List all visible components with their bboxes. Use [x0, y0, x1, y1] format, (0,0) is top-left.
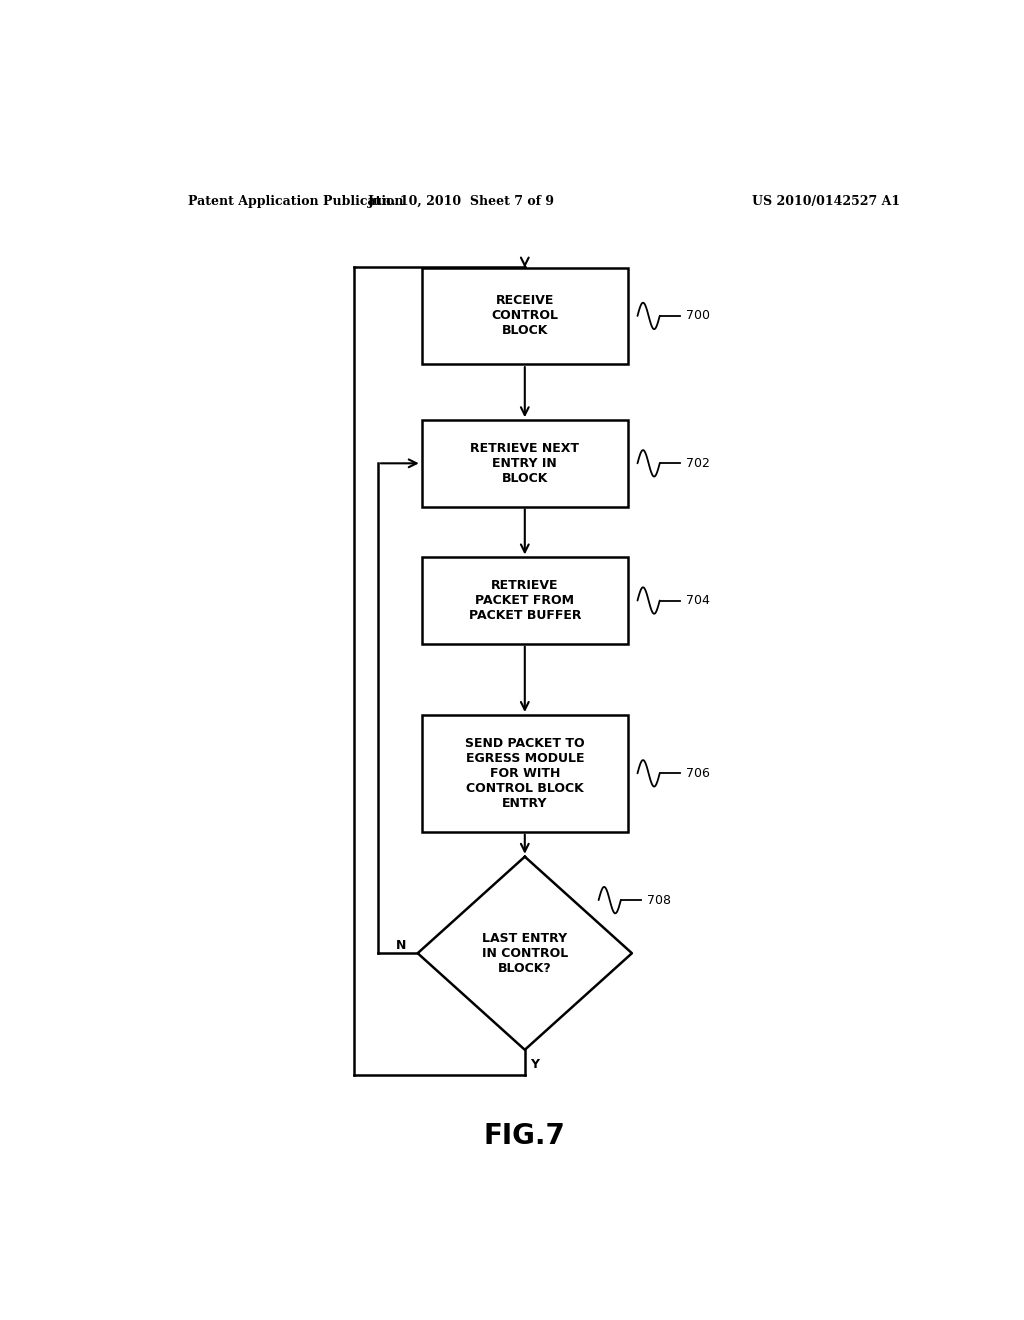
- Text: RETRIEVE NEXT
ENTRY IN
BLOCK: RETRIEVE NEXT ENTRY IN BLOCK: [470, 442, 580, 484]
- Text: RECEIVE
CONTROL
BLOCK: RECEIVE CONTROL BLOCK: [492, 294, 558, 338]
- Text: Jun. 10, 2010  Sheet 7 of 9: Jun. 10, 2010 Sheet 7 of 9: [368, 194, 555, 207]
- Bar: [422, 557, 628, 644]
- Text: Y: Y: [529, 1057, 539, 1071]
- Text: 700: 700: [686, 309, 710, 322]
- Text: Patent Application Publication: Patent Application Publication: [187, 194, 403, 207]
- Bar: [422, 268, 628, 364]
- Text: LAST ENTRY
IN CONTROL
BLOCK?: LAST ENTRY IN CONTROL BLOCK?: [481, 932, 568, 974]
- Text: 708: 708: [647, 894, 671, 907]
- Text: 706: 706: [686, 767, 710, 780]
- Text: US 2010/0142527 A1: US 2010/0142527 A1: [753, 194, 900, 207]
- Text: RETRIEVE
PACKET FROM
PACKET BUFFER: RETRIEVE PACKET FROM PACKET BUFFER: [469, 579, 581, 622]
- Text: FIG.7: FIG.7: [484, 1122, 565, 1150]
- Bar: [422, 420, 628, 507]
- Text: 704: 704: [686, 594, 710, 607]
- Text: N: N: [395, 939, 406, 952]
- Text: 702: 702: [686, 457, 710, 470]
- Text: SEND PACKET TO
EGRESS MODULE
FOR WITH
CONTROL BLOCK
ENTRY: SEND PACKET TO EGRESS MODULE FOR WITH CO…: [465, 737, 585, 810]
- Bar: [422, 715, 628, 832]
